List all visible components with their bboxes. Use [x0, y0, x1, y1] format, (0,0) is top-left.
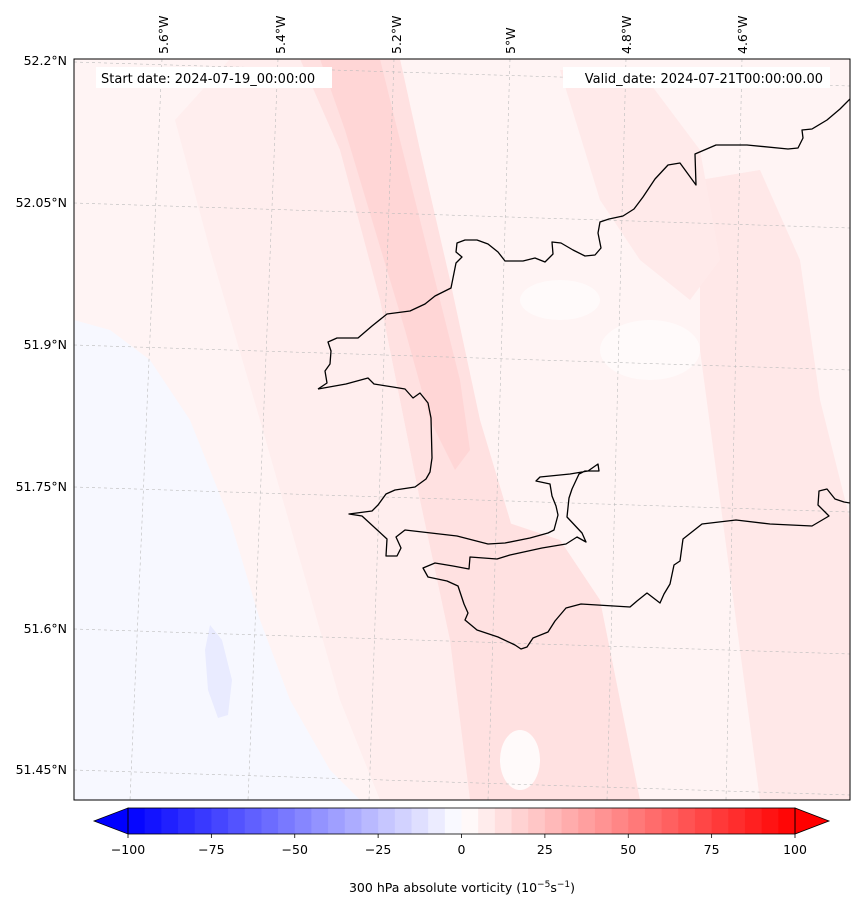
gridlines: [74, 59, 850, 800]
colorbar-segment: [261, 808, 279, 834]
start-date-box: [96, 67, 332, 88]
colorbar-segment: [444, 808, 462, 834]
longitude-label: 4.6°W: [735, 16, 750, 55]
latitude-label: 51.75°N: [16, 479, 67, 494]
latitude-label: 51.6°N: [24, 621, 67, 636]
colorbar-segment: [311, 808, 329, 834]
low-vorticity-patch: [600, 320, 700, 380]
colorbar-segment: [561, 808, 579, 834]
map-panel: [74, 59, 850, 800]
colorbar-segment: [628, 808, 646, 834]
colorbar-title: 300 hPa absolute vorticity (10−5s−1): [349, 880, 575, 895]
colorbar-segment: [361, 808, 379, 834]
coastline: [317, 98, 850, 650]
latitude-labels: 52.2°N 52.05°N 51.9°N 51.75°N 51.6°N 51.…: [16, 53, 67, 777]
colorbar-tick-label: −25: [365, 842, 391, 857]
colorbar-segment: [178, 808, 196, 834]
colorbar-segment: [611, 808, 629, 834]
colorbar-segment: [228, 808, 246, 834]
coastline-north: [317, 98, 850, 390]
colorbar-segment: [711, 808, 729, 834]
longitude-label: 4.8°W: [619, 16, 634, 55]
colorbar-tick-label: −50: [282, 842, 308, 857]
coastline-south: [317, 377, 850, 650]
colorbar-segment: [161, 808, 179, 834]
valid-date-label: Valid_date: 2024-07-21T00:00:00.00: [585, 72, 823, 87]
longitude-label: 5.2°W: [389, 16, 404, 55]
colorbar-segment: [278, 808, 296, 834]
colorbar-segment: [778, 808, 796, 834]
colorbar-low-extend: [92, 807, 129, 835]
colorbar-segment: [644, 808, 663, 834]
colorbar-segment: [328, 808, 346, 834]
colorbar-segment: [511, 808, 529, 834]
negative-vorticity-region: [74, 320, 360, 800]
colorbar-segment: [461, 808, 479, 834]
colorbar-segment: [761, 808, 779, 834]
colorbar-tick-label: 0: [458, 842, 466, 857]
vorticity-core: [320, 59, 470, 470]
colorbar-tick-label: 25: [537, 842, 553, 857]
vorticity-band-east-2: [560, 70, 720, 300]
colorbar-segment: [194, 808, 212, 834]
colorbar-segment: [411, 808, 429, 834]
latitude-label: 52.2°N: [24, 53, 67, 68]
colorbar-high-extend: [794, 807, 831, 835]
colorbar: −100 −75 −50 −25 0 25 50 75 100 300 hPa absolute…: [92, 807, 831, 895]
low-vorticity-patch: [520, 280, 600, 320]
longitude-label: 5.4°W: [273, 16, 288, 55]
colorbar-segment: [478, 808, 496, 834]
colorbar-tick-label: 50: [620, 842, 636, 857]
colorbar-segment: [378, 808, 396, 834]
map-frame: [73, 58, 851, 801]
vorticity-band-west: [175, 59, 470, 800]
colorbar-segment: [144, 808, 162, 834]
negative-vorticity-patch: [205, 625, 232, 718]
colorbar-segment: [128, 808, 146, 834]
colorbar-tick-label: −100: [111, 842, 145, 857]
vorticity-band-central: [300, 59, 560, 800]
colorbar-segment: [294, 808, 312, 834]
colorbar-segment: [661, 808, 679, 834]
latitude-label: 51.45°N: [16, 762, 67, 777]
longitude-label: 5°W: [503, 27, 518, 54]
valid-date-box: [563, 67, 830, 88]
colorbar-segment: [528, 808, 546, 834]
colorbar-segment: [744, 808, 763, 834]
colorbar-segment: [344, 808, 362, 834]
vorticity-band-east: [700, 170, 850, 800]
colorbar-segment: [494, 808, 513, 834]
colorbar-tick-label: −75: [198, 842, 224, 857]
colorbar-segment: [211, 808, 229, 834]
colorbar-segment: [678, 808, 696, 834]
colorbar-tick-label: 75: [704, 842, 720, 857]
colorbar-segment: [594, 808, 613, 834]
colorbar-segment: [728, 808, 746, 834]
colorbar-ticks: −100 −75 −50 −25 0 25 50 75 100: [111, 834, 807, 857]
colorbar-segment: [694, 808, 713, 834]
vorticity-band-south: [500, 520, 640, 800]
colorbar-segment: [394, 808, 412, 834]
colorbar-tick-label: 100: [783, 842, 807, 857]
colorbar-segment: [544, 808, 563, 834]
start-date-label: Start date: 2024-07-19_00:00:00: [101, 72, 315, 87]
colorbar-segment: [428, 808, 446, 834]
colorbar-segment: [578, 808, 596, 834]
latitude-label: 51.9°N: [24, 337, 67, 352]
colorbar-segments: [128, 808, 796, 834]
colorbar-segment: [244, 808, 262, 834]
latitude-label: 52.05°N: [16, 195, 67, 210]
low-vorticity-patch: [500, 730, 540, 790]
longitude-label: 5.6°W: [156, 16, 171, 55]
longitude-labels: 5.6°W 5.4°W 5.2°W 5°W 4.8°W 4.6°W: [156, 16, 750, 55]
